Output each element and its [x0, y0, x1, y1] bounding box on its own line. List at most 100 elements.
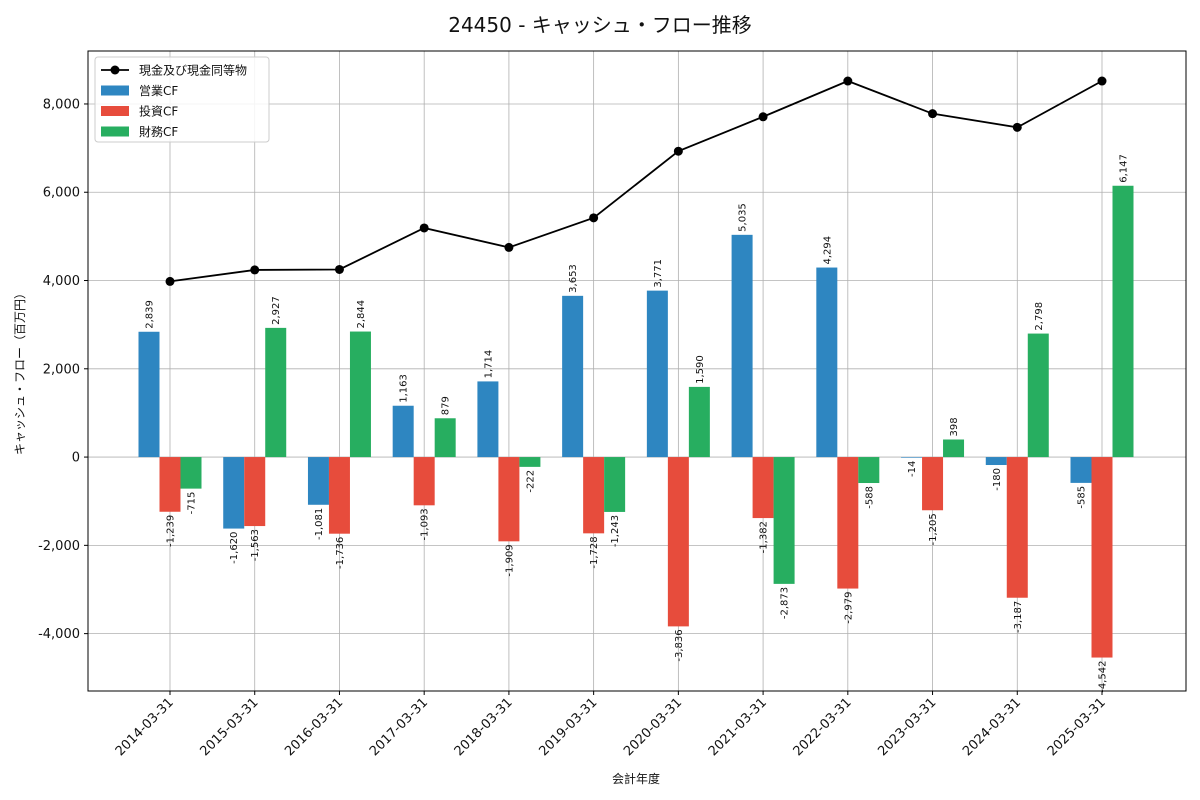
- bar-営業CF-2015-03-31: [223, 457, 245, 529]
- data-label-営業CF-2020-03-31: 3,771: [653, 259, 664, 288]
- data-label-投資CF-2020-03-31: -3,836: [674, 629, 685, 661]
- bar-営業CF-2020-03-31: [646, 290, 668, 458]
- x-axis-label: 会計年度: [612, 771, 660, 786]
- bar-営業CF-2017-03-31: [392, 405, 414, 458]
- data-label-財務CF-2024-03-31: 2,798: [1034, 302, 1045, 331]
- data-label-財務CF-2022-03-31: -588: [864, 486, 875, 509]
- bar-財務CF-2014-03-31: [180, 457, 202, 489]
- point-現金及び現金同等物-2022-03-31: [843, 76, 853, 86]
- data-label-営業CF-2017-03-31: 1,163: [399, 374, 410, 403]
- legend-box: [94, 56, 270, 143]
- bar-投資CF-2025-03-31: [1091, 457, 1113, 658]
- data-label-財務CF-2023-03-31: 398: [949, 417, 960, 436]
- bar-投資CF-2023-03-31: [922, 457, 944, 511]
- bar-財務CF-2015-03-31: [265, 327, 287, 458]
- data-label-営業CF-2015-03-31: -1,620: [229, 532, 240, 564]
- point-現金及び現金同等物-2017-03-31: [419, 223, 429, 233]
- bar-財務CF-2025-03-31: [1112, 185, 1134, 458]
- legend-swatch-投資CF: [101, 106, 129, 116]
- bar-営業CF-2021-03-31: [731, 234, 753, 458]
- data-label-投資CF-2024-03-31: -3,187: [1013, 601, 1024, 633]
- x-tick-label: 2014-03-31: [113, 695, 177, 759]
- data-label-財務CF-2015-03-31: 2,927: [271, 296, 282, 325]
- point-現金及び現金同等物-2023-03-31: [928, 109, 938, 119]
- bar-営業CF-2016-03-31: [307, 457, 329, 505]
- data-label-営業CF-2018-03-31: 1,714: [483, 350, 494, 379]
- point-現金及び現金同等物-2024-03-31: [1012, 122, 1022, 132]
- legend-swatch-営業CF: [101, 85, 129, 96]
- data-label-財務CF-2019-03-31: -1,243: [610, 515, 621, 547]
- x-tick-label: 2020-03-31: [621, 695, 685, 759]
- x-tick-label: 2019-03-31: [536, 695, 600, 759]
- bar-営業CF-2018-03-31: [477, 381, 499, 458]
- bar-財務CF-2019-03-31: [604, 457, 626, 512]
- y-tick-label: -2,000: [38, 539, 80, 554]
- bar-投資CF-2015-03-31: [244, 457, 266, 527]
- bar-投資CF-2021-03-31: [752, 457, 774, 519]
- legend-swatch-marker: [110, 65, 120, 75]
- x-tick-label: 2016-03-31: [282, 695, 346, 759]
- x-tick-label: 2018-03-31: [452, 695, 516, 759]
- bar-営業CF-2014-03-31: [138, 331, 160, 458]
- bar-営業CF-2025-03-31: [1070, 457, 1092, 483]
- bar-財務CF-2017-03-31: [434, 418, 456, 458]
- data-label-営業CF-2023-03-31: -14: [907, 461, 918, 477]
- bar-財務CF-2021-03-31: [773, 457, 795, 584]
- point-現金及び現金同等物-2016-03-31: [334, 264, 344, 274]
- legend-swatch-財務CF: [101, 126, 129, 137]
- bar-投資CF-2016-03-31: [328, 457, 350, 534]
- data-label-投資CF-2019-03-31: -1,728: [589, 536, 600, 568]
- data-label-財務CF-2020-03-31: 1,590: [695, 355, 706, 384]
- plot-frame: [87, 50, 1187, 692]
- bar-財務CF-2018-03-31: [519, 457, 541, 467]
- point-現金及び現金同等物-2015-03-31: [250, 265, 260, 275]
- data-label-財務CF-2014-03-31: -715: [187, 492, 198, 515]
- point-現金及び現金同等物-2014-03-31: [165, 276, 175, 286]
- data-label-財務CF-2018-03-31: -222: [525, 470, 536, 493]
- data-label-財務CF-2016-03-31: 2,844: [356, 300, 367, 329]
- x-tick-label: 2025-03-31: [1045, 695, 1109, 759]
- y-tick-label: 6,000: [43, 186, 80, 201]
- bar-財務CF-2024-03-31: [1027, 333, 1049, 458]
- bar-投資CF-2020-03-31: [667, 457, 689, 627]
- data-label-投資CF-2016-03-31: -1,736: [335, 537, 346, 569]
- data-label-投資CF-2017-03-31: -1,093: [420, 508, 431, 540]
- point-現金及び現金同等物-2020-03-31: [673, 146, 683, 156]
- bar-財務CF-2023-03-31: [943, 439, 965, 458]
- bar-財務CF-2020-03-31: [688, 386, 710, 458]
- legend-label-現金及び現金同等物: 現金及び現金同等物: [139, 63, 247, 78]
- bar-投資CF-2024-03-31: [1006, 457, 1028, 598]
- data-label-投資CF-2018-03-31: -1,909: [504, 544, 515, 576]
- bar-財務CF-2022-03-31: [858, 457, 880, 484]
- data-label-財務CF-2021-03-31: -2,873: [780, 587, 791, 619]
- data-label-投資CF-2021-03-31: -1,382: [759, 521, 770, 553]
- bar-投資CF-2022-03-31: [837, 457, 859, 589]
- chart-title: 24450 - キャッシュ・フロー推移: [448, 13, 752, 37]
- point-現金及び現金同等物-2019-03-31: [589, 213, 599, 223]
- y-tick-label: 8,000: [43, 97, 80, 112]
- bar-投資CF-2017-03-31: [413, 457, 435, 506]
- data-label-財務CF-2017-03-31: 879: [441, 396, 452, 415]
- bar-営業CF-2019-03-31: [562, 295, 584, 458]
- bar-営業CF-2022-03-31: [816, 267, 838, 458]
- data-label-営業CF-2019-03-31: 3,653: [568, 264, 579, 293]
- bar-財務CF-2016-03-31: [349, 331, 371, 458]
- x-tick-label: 2023-03-31: [875, 695, 939, 759]
- y-axis-label: キャッシュ・フロー（百万円）: [13, 287, 27, 455]
- x-tick-label: 2022-03-31: [791, 695, 855, 759]
- data-label-財務CF-2025-03-31: 6,147: [1119, 154, 1130, 183]
- bar-営業CF-2023-03-31: [901, 457, 923, 458]
- bar-投資CF-2018-03-31: [498, 457, 520, 542]
- data-label-営業CF-2016-03-31: -1,081: [314, 508, 325, 540]
- x-tick-label: 2024-03-31: [960, 695, 1024, 759]
- data-label-営業CF-2022-03-31: 4,294: [822, 236, 833, 265]
- legend-label-投資CF: 投資CF: [139, 104, 178, 119]
- line-現金及び現金同等物: [169, 80, 1103, 283]
- x-tick-label: 2015-03-31: [198, 695, 262, 759]
- data-label-投資CF-2023-03-31: -1,205: [928, 513, 939, 545]
- data-label-投資CF-2014-03-31: -1,239: [166, 515, 177, 547]
- bar-投資CF-2019-03-31: [583, 457, 605, 534]
- y-tick-label: 4,000: [43, 274, 80, 289]
- y-tick-label: 2,000: [43, 362, 80, 377]
